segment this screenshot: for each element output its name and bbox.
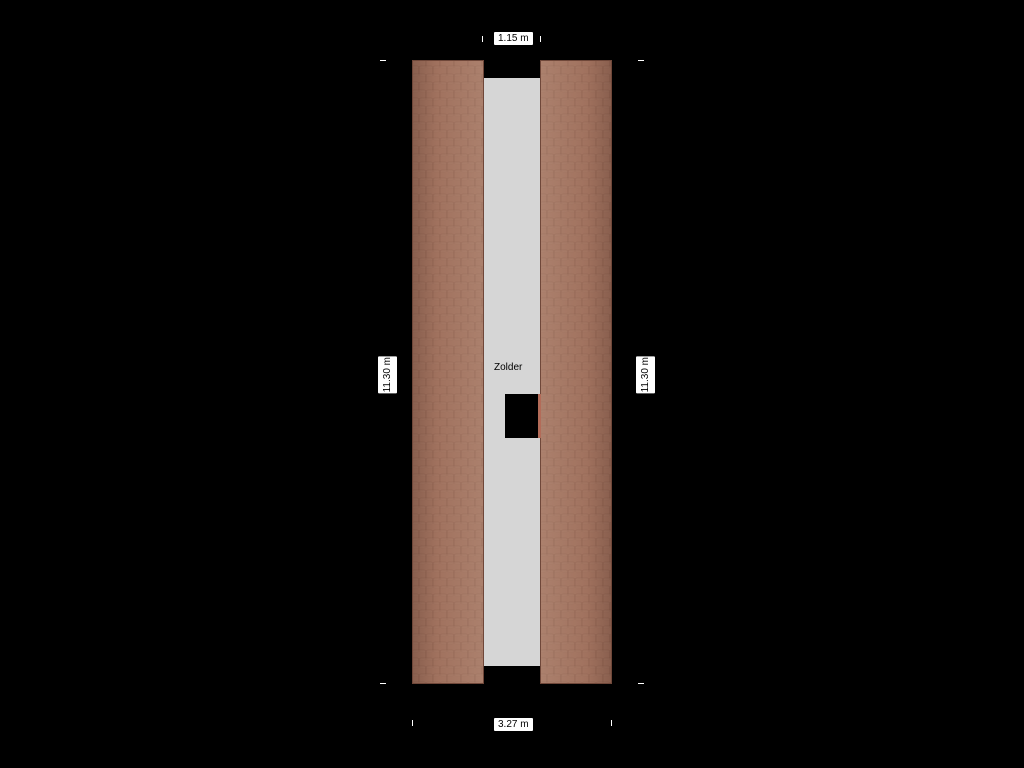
stair-opening — [505, 394, 539, 438]
dim-tick-bottom-left — [412, 720, 413, 726]
wall-strip-bottom — [484, 666, 540, 684]
dim-tick-right-bottom — [638, 683, 644, 684]
dim-tick-top-left — [482, 36, 483, 42]
dim-label-bottom: 3.27 m — [494, 718, 533, 731]
roof-left-tiles — [412, 60, 484, 684]
roof-right — [540, 60, 612, 684]
dim-label-right: 11.30 m — [636, 356, 655, 393]
wall-strip-top — [484, 60, 540, 78]
dim-label-top: 1.15 m — [494, 32, 533, 45]
roof-left — [412, 60, 484, 684]
room-label-zolder: Zolder — [494, 362, 522, 373]
roof-right-tiles — [540, 60, 612, 684]
dim-tick-left-bottom — [380, 683, 386, 684]
dim-tick-right-top — [638, 60, 644, 61]
dim-tick-top-right — [540, 36, 541, 42]
dim-tick-bottom-right — [611, 720, 612, 726]
stair-edge-right — [538, 394, 541, 438]
dim-label-left: 11.30 m — [378, 356, 397, 393]
dim-tick-left-top — [380, 60, 386, 61]
